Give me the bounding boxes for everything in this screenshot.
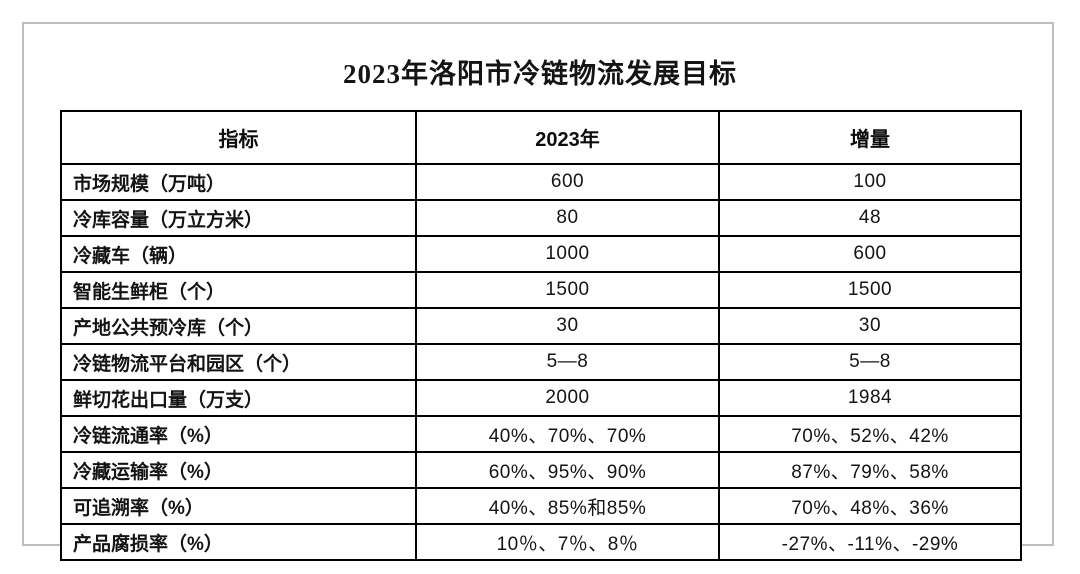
indicator-cell: 产地公共预冷库（个） <box>60 307 417 345</box>
increment-cell: 70%、48%、36% <box>718 487 1022 525</box>
value-2023-cell: 1000 <box>415 235 720 273</box>
table-row: 冷链物流平台和园区（个） 5—8 5—8 <box>60 343 1022 381</box>
value-2023-cell: 5—8 <box>415 343 720 381</box>
indicator-cell: 冷链流通率（%） <box>60 415 417 453</box>
indicator-cell: 智能生鲜柜（个） <box>60 271 417 309</box>
table-row: 冷库容量（万立方米） 80 48 <box>60 199 1022 237</box>
value-2023-cell: 30 <box>415 307 720 345</box>
increment-cell: 1500 <box>718 271 1022 309</box>
table-row: 产品腐损率（%） 10％、7％、8％ -27%、-11%、-29% <box>60 523 1022 561</box>
increment-cell: 30 <box>718 307 1022 345</box>
table-row: 冷藏车（辆） 1000 600 <box>60 235 1022 273</box>
increment-cell: 5—8 <box>718 343 1022 381</box>
indicator-cell: 冷链物流平台和园区（个） <box>60 343 417 381</box>
value-2023-cell: 60%、95%、90% <box>415 451 720 489</box>
goals-table: 指标 2023年 增量 市场规模（万吨） 600 100 冷库容量（万立方米） … <box>60 110 1022 561</box>
increment-cell: 48 <box>718 199 1022 237</box>
value-2023-cell: 2000 <box>415 379 720 417</box>
value-2023-cell: 40%、70%、70% <box>415 415 720 453</box>
table-row: 可追溯率（%） 40%、85%和85% 70%、48%、36% <box>60 487 1022 525</box>
indicator-cell: 产品腐损率（%） <box>60 523 417 561</box>
table-header-row: 指标 2023年 增量 <box>60 110 1022 165</box>
page-title: 2023年洛阳市冷链物流发展目标 <box>343 59 737 89</box>
increment-cell: -27%、-11%、-29% <box>718 523 1022 561</box>
table-row: 市场规模（万吨） 600 100 <box>60 163 1022 201</box>
increment-cell: 1984 <box>718 379 1022 417</box>
indicator-cell: 市场规模（万吨） <box>60 163 417 201</box>
header-increment: 增量 <box>718 110 1022 165</box>
value-2023-cell: 80 <box>415 199 720 237</box>
table-row: 产地公共预冷库（个） 30 30 <box>60 307 1022 345</box>
indicator-cell: 冷藏车（辆） <box>60 235 417 273</box>
header-indicator: 指标 <box>60 110 417 165</box>
value-2023-cell: 10％、7％、8％ <box>415 523 720 561</box>
table-row: 鲜切花出口量（万支） 2000 1984 <box>60 379 1022 417</box>
indicator-cell: 可追溯率（%） <box>60 487 417 525</box>
indicator-cell: 鲜切花出口量（万支） <box>60 379 417 417</box>
value-2023-cell: 40%、85%和85% <box>415 487 720 525</box>
value-2023-cell: 600 <box>415 163 720 201</box>
increment-cell: 87%、79%、58% <box>718 451 1022 489</box>
table-row: 冷链流通率（%） 40%、70%、70% 70%、52%、42% <box>60 415 1022 453</box>
increment-cell: 100 <box>718 163 1022 201</box>
value-2023-cell: 1500 <box>415 271 720 309</box>
table-row: 冷藏运输率（%） 60%、95%、90% 87%、79%、58% <box>60 451 1022 489</box>
header-year-2023: 2023年 <box>415 110 720 165</box>
indicator-cell: 冷藏运输率（%） <box>60 451 417 489</box>
increment-cell: 600 <box>718 235 1022 273</box>
table-row: 智能生鲜柜（个） 1500 1500 <box>60 271 1022 309</box>
increment-cell: 70%、52%、42% <box>718 415 1022 453</box>
indicator-cell: 冷库容量（万立方米） <box>60 199 417 237</box>
